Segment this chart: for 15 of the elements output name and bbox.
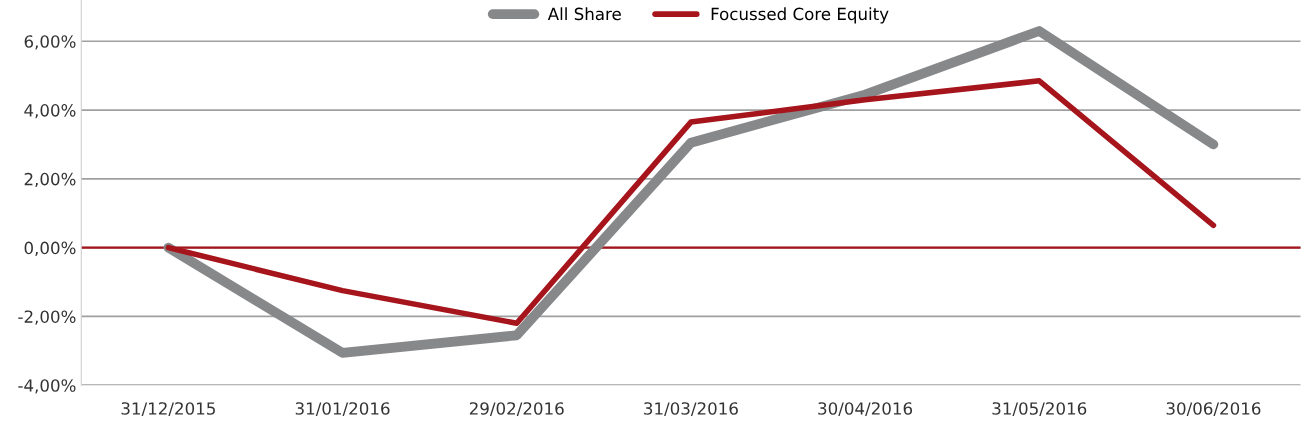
x-tick-label: 30/04/2016 — [818, 402, 913, 417]
legend-label: All Share — [547, 7, 621, 21]
x-tick-label: 31/12/2015 — [121, 402, 215, 417]
legend-label: Focussed Core Equity — [711, 7, 889, 24]
y-tick-label: 4,00% — [24, 104, 76, 119]
x-tick-label: 31/01/2016 — [295, 402, 390, 417]
x-tick-label: 31/05/2016 — [992, 402, 1087, 417]
y-tick-label: -4,00% — [18, 379, 76, 394]
y-tick-label: 6,00% — [24, 35, 76, 50]
x-tick-label: 30/06/2016 — [1166, 402, 1261, 417]
y-tick-label: 2,00% — [24, 172, 76, 188]
x-tick-label: 31/03/2016 — [644, 402, 738, 417]
y-tick-label: 0,00% — [24, 241, 76, 256]
x-tick-label: 29/02/2016 — [469, 402, 564, 417]
y-tick-label: -2,00% — [18, 310, 76, 325]
